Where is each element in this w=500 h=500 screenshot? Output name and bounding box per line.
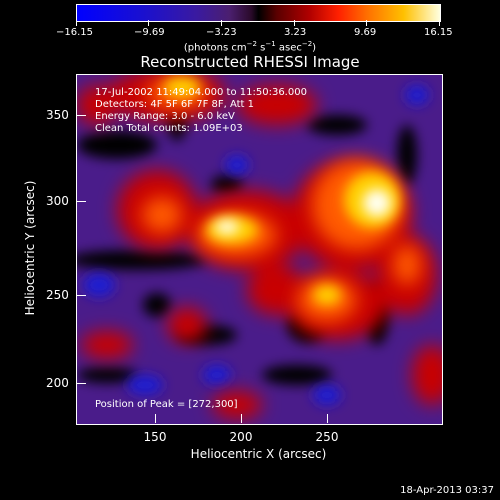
rhessi-image-canvas bbox=[77, 75, 442, 424]
y-tick-mark bbox=[77, 201, 86, 202]
energy-range: Energy Range: 3.0 - 6.0 keV bbox=[95, 111, 235, 122]
colorbar bbox=[76, 4, 441, 22]
x-tick-label: 150 bbox=[143, 430, 167, 444]
rhessi-image: 17-Jul-2002 11:49:04.000 to 11:50:36.000… bbox=[76, 74, 443, 425]
x-tick-label: 250 bbox=[315, 430, 339, 444]
y-tick-label: 250 bbox=[46, 288, 69, 302]
colorbar-tick bbox=[76, 20, 77, 26]
colorbar-units: (photons cm−2 s−1 asec−2) bbox=[183, 40, 317, 54]
colorbar-label: 3.23 bbox=[284, 27, 307, 38]
image-title: Reconstructed RHESSI Image bbox=[140, 53, 360, 71]
x-tick-mark bbox=[241, 414, 242, 423]
timestamp: 18-Apr-2013 03:37 bbox=[400, 485, 494, 496]
colorbar-tick bbox=[439, 20, 440, 26]
colorbar-tick bbox=[294, 20, 295, 26]
y-axis-label: Heliocentric Y (arcsec) bbox=[23, 180, 37, 316]
y-tick-label: 200 bbox=[46, 376, 69, 390]
x-tick-mark bbox=[327, 414, 328, 423]
y-tick-mark bbox=[77, 115, 86, 116]
colorbar-label: −16.15 bbox=[56, 27, 94, 38]
colorbar-label: 16.15 bbox=[424, 27, 453, 38]
colorbar-label: −3.23 bbox=[206, 27, 237, 38]
y-tick-label: 350 bbox=[46, 108, 69, 122]
colorbar-tick bbox=[366, 20, 367, 26]
y-tick-label: 300 bbox=[46, 194, 69, 208]
y-tick-mark bbox=[77, 383, 86, 384]
x-tick-label: 200 bbox=[229, 430, 253, 444]
clean-counts: Clean Total counts: 1.09E+03 bbox=[95, 123, 243, 134]
x-tick-mark bbox=[155, 414, 156, 423]
time-range: 17-Jul-2002 11:49:04.000 to 11:50:36.000 bbox=[95, 87, 307, 98]
colorbar-tick bbox=[148, 20, 149, 26]
colorbar-label: −9.69 bbox=[134, 27, 165, 38]
peak-position: Position of Peak = [272,300] bbox=[95, 399, 238, 410]
colorbar-tick bbox=[221, 20, 222, 26]
x-axis-label: Heliocentric X (arcsec) bbox=[190, 447, 327, 461]
y-tick-mark bbox=[77, 295, 86, 296]
colorbar-label: 9.69 bbox=[354, 27, 377, 38]
detectors-info: Detectors: 4F 5F 6F 7F 8F, Att 1 bbox=[95, 99, 255, 110]
